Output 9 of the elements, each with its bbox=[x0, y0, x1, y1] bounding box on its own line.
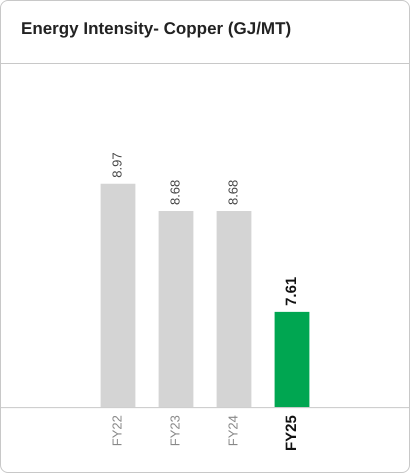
x-tick-label: FY22 bbox=[110, 415, 125, 446]
data-label: 8.68 bbox=[226, 180, 241, 206]
x-tick-label: FY25 bbox=[283, 415, 300, 452]
data-label: 8.97 bbox=[110, 152, 125, 178]
data-label: 7.61 bbox=[283, 276, 300, 306]
x-tick-label: FY24 bbox=[226, 415, 241, 446]
x-tick-label: FY23 bbox=[168, 415, 183, 446]
chart-title: Energy Intensity- Copper (GJ/MT) bbox=[20, 18, 292, 40]
data-label: 8.68 bbox=[168, 180, 183, 206]
